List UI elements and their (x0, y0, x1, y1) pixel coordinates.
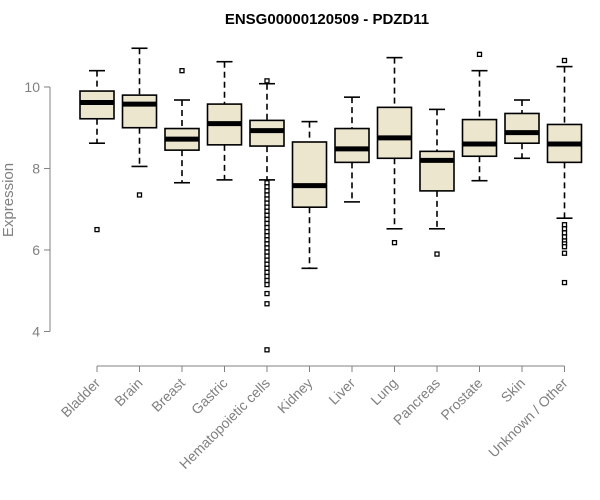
outlier-point (264, 224, 270, 231)
outlier-point (264, 228, 270, 235)
outlier-point (264, 237, 270, 243)
box-iqr (334, 127, 370, 164)
outlier-point (561, 230, 568, 236)
box-group (334, 96, 370, 203)
outlier-point (264, 301, 270, 307)
x-tick-label: Kidney (274, 375, 316, 417)
x-tick-label: Brain (111, 375, 145, 409)
outlier-point (264, 277, 270, 284)
x-tick-label: Skin (498, 375, 529, 406)
outlier-point (264, 245, 270, 251)
outlier-point (561, 234, 568, 240)
outlier-point (264, 265, 270, 271)
box-iqr (419, 150, 455, 192)
outlier-point (264, 347, 270, 353)
box-group (164, 68, 200, 184)
box-series (79, 47, 583, 353)
outlier-point (264, 261, 270, 267)
outlier-point (561, 57, 568, 64)
chart-title: ENSG00000120509 - PDZD11 (225, 11, 429, 28)
box-iqr (121, 94, 158, 129)
outlier-point (264, 78, 270, 84)
outlier-point (264, 184, 270, 190)
box-group (419, 108, 455, 257)
x-tick-label: Liver (325, 375, 358, 408)
outlier-point (264, 180, 270, 186)
outlier-point (264, 233, 270, 239)
box-group (461, 51, 498, 182)
y-tick-label: 10 (24, 79, 40, 95)
outlier-point (94, 226, 100, 233)
box-group (249, 78, 285, 353)
outlier-point (264, 200, 270, 206)
box-group (504, 99, 540, 160)
outlier-point (264, 216, 270, 223)
box-group (79, 69, 115, 233)
outlier-point (391, 239, 398, 246)
y-tick-label: 6 (32, 242, 40, 258)
outlier-point (264, 281, 270, 288)
x-tick-label: Unknown / Other (485, 375, 571, 461)
outlier-point (264, 188, 270, 194)
y-tick-label: 4 (32, 323, 40, 339)
outlier-point (264, 192, 270, 198)
outlier-point (264, 273, 270, 280)
outlier-point (561, 226, 568, 232)
x-tick-label: Pancreas (390, 375, 443, 428)
box-iqr (291, 141, 328, 208)
box-iqr (249, 119, 285, 147)
box-group (206, 60, 243, 181)
outlier-point (136, 192, 143, 198)
outlier-point (264, 269, 270, 276)
outlier-point (561, 244, 568, 250)
box-group (291, 120, 328, 270)
box-iqr (376, 106, 413, 160)
outlier-point (264, 253, 270, 259)
outlier-point (264, 249, 270, 255)
outlier-point (179, 68, 185, 74)
y-axis: 4 6 8 10 (24, 79, 51, 339)
outlier-point (561, 250, 568, 256)
x-tick-label: Prostate (437, 375, 485, 423)
outlier-point (561, 279, 568, 286)
x-tick-label: Lung (367, 375, 400, 408)
box-iqr (504, 112, 540, 145)
outlier-point (264, 290, 270, 297)
outlier-point (264, 208, 270, 214)
y-tick-label: 8 (32, 160, 40, 176)
box-group (121, 47, 158, 198)
box-group (376, 56, 413, 246)
box-group (546, 57, 583, 286)
outlier-point (561, 222, 568, 228)
outlier-point (264, 204, 270, 210)
x-tick-label: Breast (148, 375, 188, 415)
outlier-point (476, 51, 483, 58)
outlier-point (264, 241, 270, 247)
outlier-point (264, 212, 270, 218)
outlier-point (264, 220, 270, 227)
y-axis-label: Expression (0, 163, 17, 237)
outlier-point (434, 251, 440, 257)
x-tick-label: Bladder (58, 375, 104, 421)
outlier-point (264, 257, 270, 263)
box-iqr (461, 118, 498, 158)
outlier-point (264, 196, 270, 202)
